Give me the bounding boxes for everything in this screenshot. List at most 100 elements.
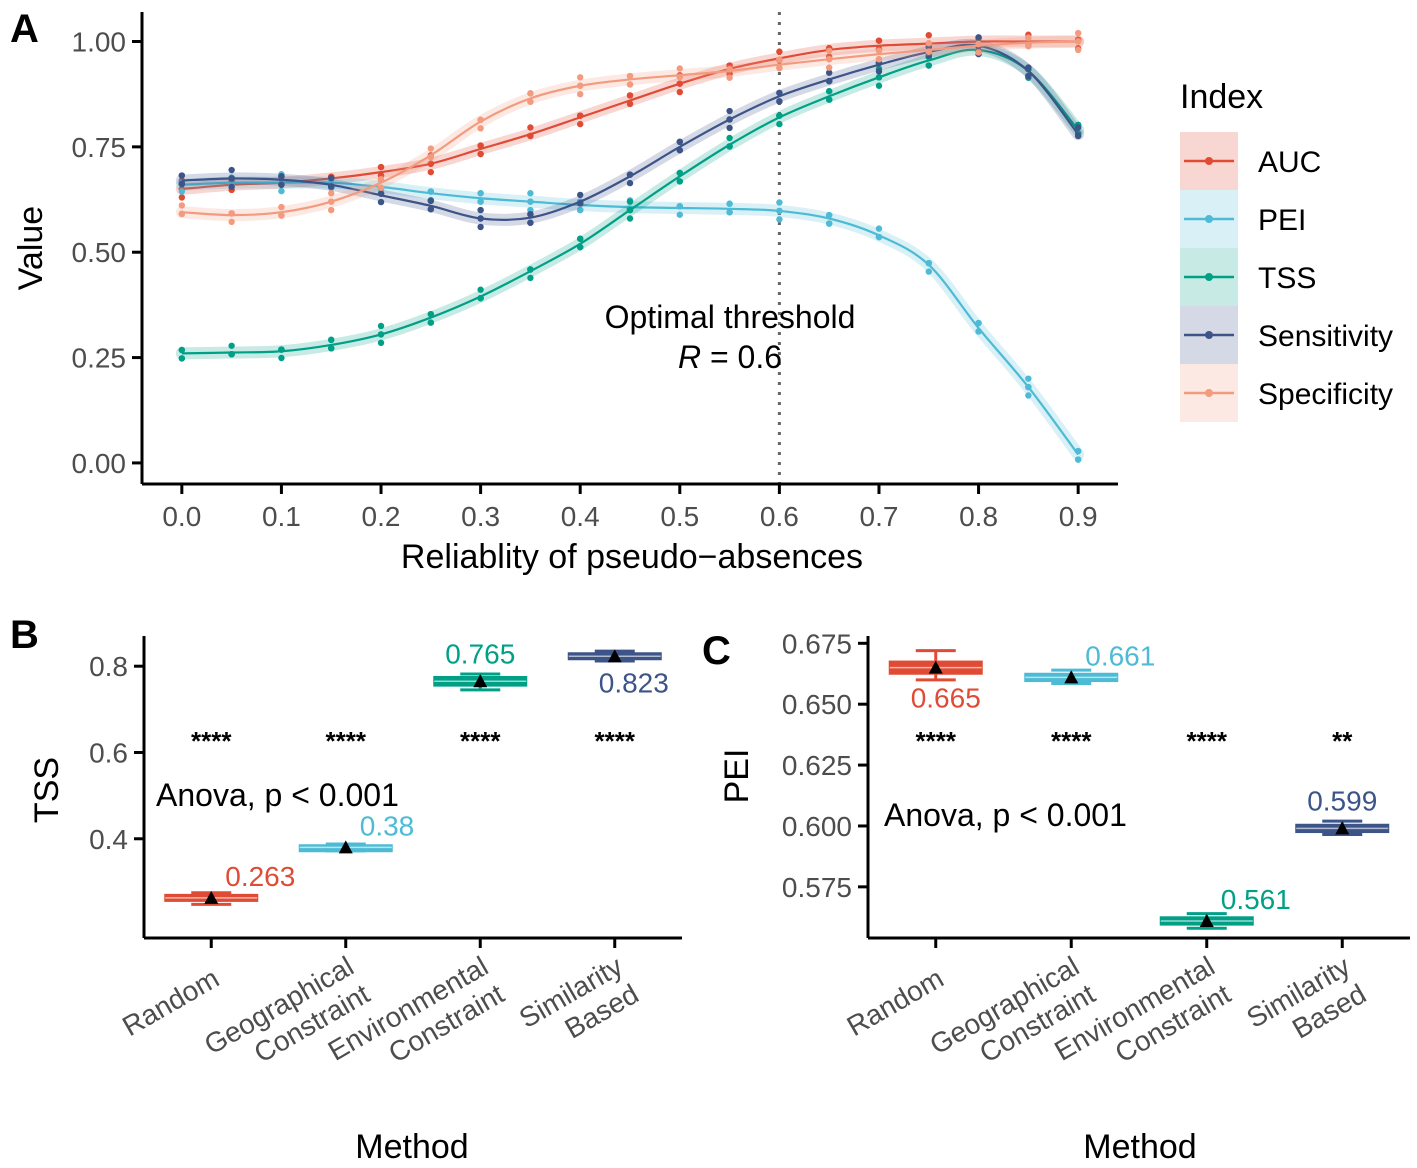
sensitivity-point <box>825 69 833 76</box>
pei-point <box>925 259 932 267</box>
auc-point <box>626 100 634 108</box>
auc-point <box>477 150 484 158</box>
pei-point <box>527 190 534 197</box>
legend-label-specificity: Specificity <box>1258 378 1393 411</box>
auc-point <box>676 88 683 96</box>
specificity-point <box>278 203 285 211</box>
tss-point <box>527 266 534 273</box>
sensitivity-point <box>577 191 584 199</box>
tss-point <box>228 342 235 349</box>
auc-point <box>427 168 435 176</box>
sensitivity-point <box>577 200 584 207</box>
tss-point <box>577 235 584 242</box>
specificity-point <box>776 56 783 63</box>
pei-point <box>1025 392 1032 399</box>
pei-trend-line <box>181 181 1080 456</box>
sensitivity-point <box>1074 132 1082 140</box>
pei-point <box>925 268 932 275</box>
tss-point <box>527 274 534 282</box>
auc-point <box>477 142 484 149</box>
pei-point <box>676 203 683 210</box>
specificity-point <box>975 40 982 48</box>
panel-a-x-tick-label: 0.6 <box>760 501 799 532</box>
auc-point <box>875 37 883 44</box>
optimal-threshold-label: Optimal threshold <box>605 299 856 335</box>
panel-a-x-tick-label: 0.9 <box>1059 501 1098 532</box>
specificity-point <box>975 49 982 56</box>
specificity-point <box>676 73 683 81</box>
sensitivity-point <box>726 116 733 123</box>
tss-point <box>427 319 435 326</box>
pei-point <box>1074 456 1082 463</box>
specificity-point <box>825 56 833 63</box>
auc-point <box>626 92 634 99</box>
specificity-point <box>825 64 833 71</box>
sensitivity-point <box>278 181 285 188</box>
tss-point <box>477 286 484 293</box>
mean-value-label: 0.661 <box>1085 640 1155 671</box>
tss-point <box>726 143 733 150</box>
sensitivity-point <box>377 190 385 197</box>
specificity-point <box>278 212 285 219</box>
specificity-point <box>377 176 385 183</box>
tss-point <box>178 346 186 354</box>
threshold-symbol: R <box>678 339 701 375</box>
panel-a-x-tick-label: 0.1 <box>262 501 301 532</box>
panel-b-y-tick-label: 0.4 <box>89 824 128 855</box>
significance-stars: **** <box>1187 726 1228 756</box>
mean-value-label: 0.38 <box>360 810 415 841</box>
significance-stars: **** <box>326 726 367 756</box>
panel-c-y-tick-label: 0.675 <box>782 628 852 659</box>
panel-a-y-tick-label: 0.75 <box>72 132 127 163</box>
category-label: GeographicalConstraint <box>925 950 1101 1088</box>
panel-b: B 0.40.60.80.263****Random0.38****Geogra… <box>10 613 682 1166</box>
specificity-point <box>925 39 932 47</box>
panel-b-y-tick-label: 0.6 <box>89 737 128 768</box>
panel-c-x-axis-title: Method <box>1083 1128 1196 1166</box>
sensitivity-point <box>676 138 683 145</box>
specificity-point <box>477 125 484 132</box>
pei-point <box>975 328 982 335</box>
panel-c-y-tick-label: 0.600 <box>782 811 852 842</box>
panel-b-x-axis-title: Method <box>355 1128 468 1166</box>
pei-point <box>477 190 484 197</box>
specificity-point <box>377 184 385 191</box>
auc-point <box>925 31 932 39</box>
category-label: SimilarityBased <box>514 950 644 1061</box>
sensitivity-point <box>776 89 783 97</box>
panel-a-y-axis-title: Value <box>12 206 50 290</box>
mean-marker <box>473 674 488 688</box>
panel-c-y-axis-title: PEI <box>718 749 756 804</box>
panel-a-x-tick-label: 0.4 <box>561 501 600 532</box>
tss-point <box>228 351 235 358</box>
pei-point <box>427 188 435 195</box>
sensitivity-point <box>427 206 435 213</box>
specificity-point <box>626 81 634 88</box>
specificity-point <box>427 145 435 152</box>
auc-point <box>527 132 534 140</box>
panel-b-anova-label: Anova, p < 0.001 <box>156 777 399 813</box>
specificity-point <box>178 210 186 218</box>
pei-point <box>1025 383 1032 391</box>
specificity-point <box>825 47 833 54</box>
sensitivity-point <box>527 211 534 218</box>
sensitivity-point <box>1025 64 1032 71</box>
specificity-point <box>527 98 534 105</box>
sensitivity-point <box>178 180 186 188</box>
panel-a-x-tick-label: 0.8 <box>959 501 998 532</box>
category-label: GeographicalConstraint <box>199 950 375 1088</box>
panel-a-x-tick-label: 0.5 <box>660 501 699 532</box>
tss-point <box>377 339 385 347</box>
panel-a-x-tick-label: 0.7 <box>860 501 899 532</box>
auc-point <box>377 163 385 171</box>
panel-a-y-tick-label: 1.00 <box>72 27 127 58</box>
tss-point <box>825 88 833 95</box>
pei-point <box>577 206 584 214</box>
panel-c-letter: C <box>702 629 731 673</box>
specificity-trend-line <box>181 40 1079 217</box>
sensitivity-trend-line <box>181 43 1080 221</box>
specificity-point <box>1074 29 1082 37</box>
pei-point <box>776 207 783 215</box>
tss-point <box>626 198 634 205</box>
